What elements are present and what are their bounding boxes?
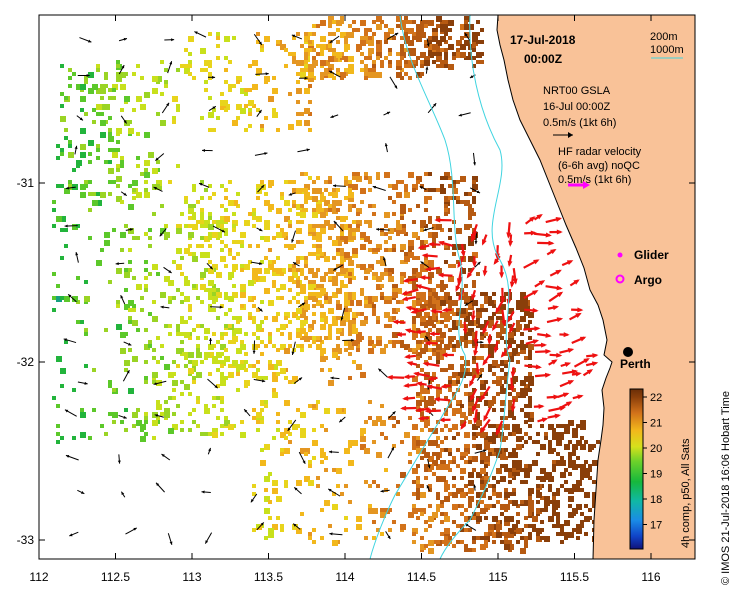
hf-radar-arrows [386,213,599,436]
colorbar: 22 21 20 19 18 17 4h comp, p50, All Sats [629,388,692,550]
y-tick-label: -32 [17,355,35,369]
bathymetry-200m-label: 200m [650,31,678,43]
argo-symbol [615,274,625,284]
colorbar-title: 4h comp, p50, All Sats [680,438,692,548]
x-axis: 112 112.5 113 113.5 114 114.5 115 115.5 116 [29,15,661,584]
hf-radar-title: HF radar velocity [558,146,642,158]
glider-symbol [617,252,623,258]
x-tick-label: 112 [29,570,48,584]
x-tick-label: 114 [335,570,354,584]
gsla-scale-arrow [553,132,573,138]
y-tick-label: -31 [17,176,35,190]
x-tick-label: 114.5 [407,570,436,584]
bathymetry-200m-contour [439,14,511,560]
map-time: 00:00Z [524,52,562,66]
hf-radar-subtitle: (6-6h avg) noQC [558,160,640,172]
gsla-date: 16-Jul 00:00Z [543,101,611,113]
x-tick-label: 115.5 [560,570,589,584]
x-tick-label: 115 [488,570,507,584]
y-axis: -31 -32 -33 [17,176,695,547]
colorbar-ticks: 22 21 20 19 18 17 [643,392,662,532]
colorbar-tick-label: 17 [650,520,662,532]
bathymetry-1000m-contour [369,14,467,560]
perth-label: Perth [620,357,651,371]
x-tick-label: 116 [641,570,660,584]
credit-text: © IMOS 21-Jul-2018 16:06 Hobart Time [720,391,732,585]
gsla-title: NRT00 GSLA [543,85,611,97]
bathymetry-1000m-label: 1000m [650,44,684,56]
colorbar-gradient [629,388,644,550]
plot-frame [38,14,696,560]
hf-radar-scale: 0.5m/s (1kt 6h) [558,174,631,186]
colorbar-tick-label: 20 [650,443,662,455]
x-tick-label: 113 [182,570,201,584]
colorbar-tick-label: 22 [650,392,662,404]
x-tick-label: 112.5 [101,570,130,584]
x-tick-label: 113.5 [254,570,283,584]
perth-marker [623,347,633,357]
gsla-velocity-arrows [63,31,487,545]
map-date: 17-Jul-2018 [510,33,576,47]
argo-label: Argo [634,273,662,287]
y-tick-label: -33 [17,533,35,547]
glider-label: Glider [634,248,669,262]
colorbar-tick-label: 19 [650,469,662,481]
sst-data-cells [52,16,600,554]
gsla-scale: 0.5m/s (1kt 6h) [543,117,616,129]
hf-radar-scale-arrow [568,181,590,189]
colorbar-tick-label: 21 [650,418,662,430]
colorbar-tick-label: 18 [650,494,662,506]
